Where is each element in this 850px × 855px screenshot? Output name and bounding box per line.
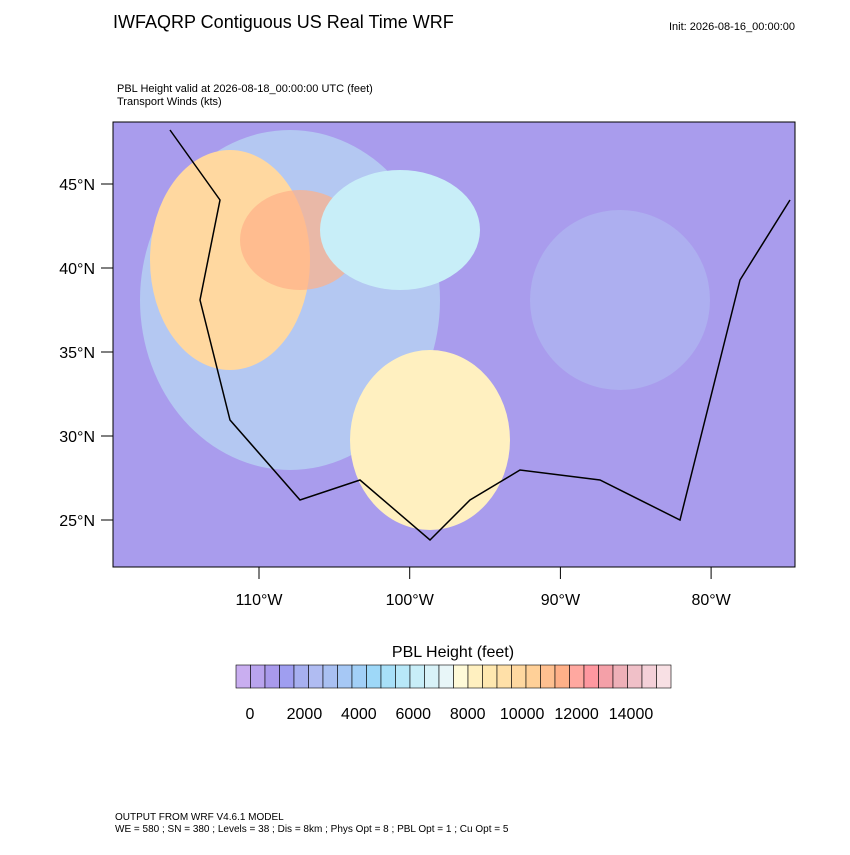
title: IWFAQRP Contiguous US Real Time WRF — [113, 12, 454, 32]
colorbar-box — [554, 664, 570, 689]
colorbar-label: 4000 — [341, 706, 377, 723]
colorbar-box — [598, 664, 614, 689]
colorbar-box — [409, 664, 425, 689]
colorbar-box — [337, 664, 353, 689]
subtitle: PBL Height valid at 2026-08-18_00:00:00 … — [117, 83, 373, 95]
colorbar-box — [612, 664, 628, 689]
lat-label: 45°N — [59, 177, 95, 194]
colorbar-box — [511, 664, 527, 689]
map-frame — [112, 121, 796, 568]
colorbar-box — [380, 664, 396, 689]
colorbar-box — [496, 664, 512, 689]
colorbar-box — [279, 664, 295, 689]
colorbar-label: 6000 — [395, 706, 431, 723]
colorbar-box — [293, 664, 309, 689]
colorbar-box — [351, 664, 367, 689]
colorbar-box — [438, 664, 454, 689]
map — [113, 122, 795, 567]
lon-label: 90°W — [541, 592, 581, 609]
colorbar-label: 8000 — [450, 706, 486, 723]
lat-label: 35°N — [59, 345, 95, 362]
lat-label: 25°N — [59, 513, 95, 530]
lon-label: 80°W — [691, 592, 731, 609]
colorbar-box — [641, 664, 657, 689]
colorbar-box — [569, 664, 585, 689]
colorbar-box — [453, 664, 469, 689]
colorbar-box — [395, 664, 411, 689]
lon-label: 100°W — [386, 592, 435, 609]
colorbar-box — [482, 664, 498, 689]
colorbar-box — [540, 664, 556, 689]
colorbar-label: 2000 — [287, 706, 323, 723]
colorbar-box — [366, 664, 382, 689]
colorbar-box — [322, 664, 338, 689]
colorbar-box — [583, 664, 599, 689]
lat-label: 30°N — [59, 429, 95, 446]
colorbar-box — [250, 664, 266, 689]
colorbar-box — [525, 664, 541, 689]
colorbar-label: 12000 — [554, 706, 599, 723]
colorbar-title: PBL Height (feet) — [392, 644, 514, 661]
colorbar-label: 14000 — [609, 706, 654, 723]
init-time: Init: 2026-08-16_00:00:00 — [669, 21, 795, 33]
colorbar-box — [264, 664, 280, 689]
colorbar-box — [627, 664, 643, 689]
colorbar-box — [467, 664, 483, 689]
colorbar-box — [308, 664, 324, 689]
lon-label: 110°W — [235, 592, 283, 609]
footer: WE = 580 ; SN = 380 ; Levels = 38 ; Dis … — [115, 824, 509, 835]
footer: OUTPUT FROM WRF V4.6.1 MODEL — [115, 812, 284, 823]
colorbar-box — [656, 664, 672, 689]
colorbar-box — [424, 664, 440, 689]
subtitle: Transport Winds (kts) — [117, 96, 222, 108]
colorbar-label: 10000 — [500, 706, 545, 723]
colorbar-label: 0 — [246, 706, 255, 723]
colorbar-box — [235, 664, 251, 689]
lat-label: 40°N — [59, 261, 95, 278]
